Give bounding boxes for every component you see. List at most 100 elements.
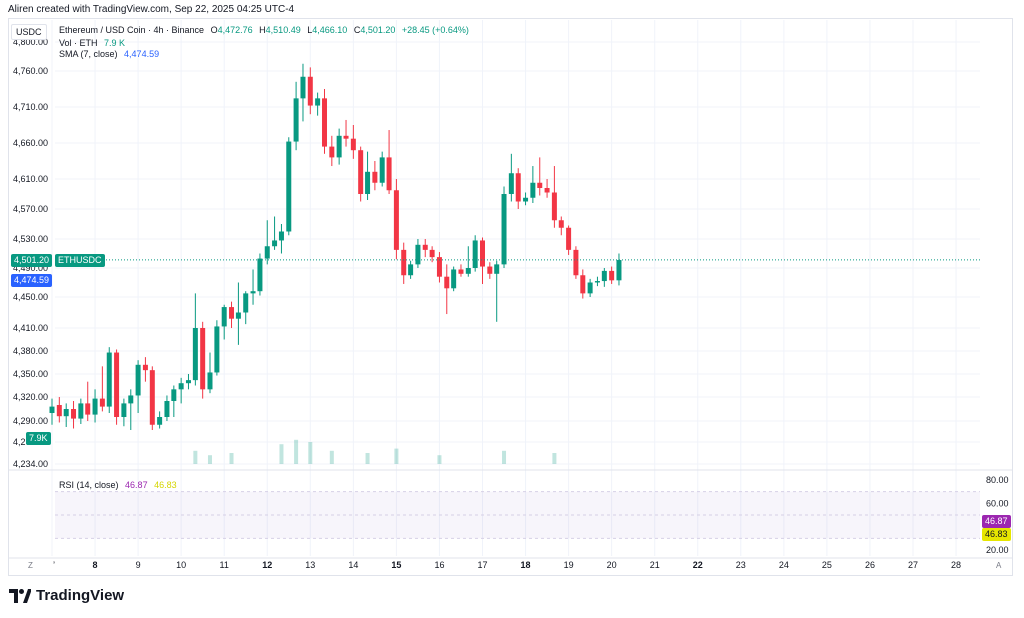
price-tick-label: 4,530.00 xyxy=(13,234,48,244)
legend-sma-row: SMA (7, close) 4,474.59 xyxy=(59,49,159,59)
tradingview-brand[interactable]: TradingView xyxy=(9,587,124,604)
symbol-tag: ETHUSDC xyxy=(55,254,105,267)
candle-down xyxy=(487,266,493,274)
volume-bar xyxy=(229,453,234,464)
price-tick-label: 4,800.00 xyxy=(13,37,48,47)
candle-down xyxy=(99,398,105,407)
candle-down xyxy=(515,173,521,202)
price-axis: 4,800.00 4,760.00 4,710.00 4,660.00 4,610.00… xyxy=(13,37,48,469)
time-tick-label: 20 xyxy=(607,560,617,570)
rsi-label[interactable]: RSI (14, close) xyxy=(59,480,119,490)
candles xyxy=(49,63,622,430)
candle-up xyxy=(501,194,507,265)
candle-down xyxy=(56,405,62,417)
rsi-tick-label: 80.00 xyxy=(986,475,1009,485)
candle-down xyxy=(458,269,464,274)
legend-rsi-row: RSI (14, close) 46.87 46.83 xyxy=(59,480,177,490)
candle-down xyxy=(551,192,557,221)
candle-up xyxy=(465,268,471,274)
candle-down xyxy=(558,220,564,228)
time-tick-label: 22 xyxy=(693,560,703,570)
candle-up xyxy=(587,282,593,294)
candle-up xyxy=(128,395,134,404)
candle-up xyxy=(178,383,184,390)
candle-up xyxy=(235,312,241,319)
price-tick-label: 4,234.00 xyxy=(13,459,48,469)
time-tick-label: 10 xyxy=(176,560,186,570)
zoom-button[interactable]: Z xyxy=(28,561,33,570)
price-tick-label: 4,610.00 xyxy=(13,174,48,184)
time-tick-label: 8 xyxy=(93,560,98,570)
candle-down xyxy=(149,370,155,425)
time-tick-label: 23 xyxy=(736,560,746,570)
candle-up xyxy=(408,264,414,276)
candle-down xyxy=(444,276,450,289)
sma-label[interactable]: SMA (7, close) xyxy=(59,49,118,59)
volume-bar xyxy=(365,453,370,464)
candle-down xyxy=(544,188,550,193)
rsi-ma-tag: 46.83 xyxy=(982,528,1011,541)
candle-up xyxy=(78,403,84,419)
candle-up xyxy=(272,240,278,247)
price-tick-label: 4,350.00 xyxy=(13,369,48,379)
low-key: L xyxy=(307,25,313,35)
volume-bar xyxy=(552,453,557,464)
candle-up xyxy=(508,173,514,194)
time-tick-label: 21 xyxy=(650,560,660,570)
candle-up xyxy=(92,398,98,415)
candle-down xyxy=(372,171,378,183)
time-tick-label: 26 xyxy=(865,560,875,570)
sma-price-tag: 4,474.59 xyxy=(11,274,53,287)
time-tick-label: 19 xyxy=(564,560,574,570)
time-tick-label: 12 xyxy=(262,560,272,570)
sma-value: 4,474.59 xyxy=(124,49,160,59)
volume-value: 7.9 K xyxy=(104,38,126,48)
volume-bar xyxy=(294,439,299,464)
symbol-name[interactable]: Ethereum / USD Coin · 4h · Binance xyxy=(59,25,205,35)
open-value: 4,472.76 xyxy=(217,25,253,35)
price-tick-label: 4,570.00 xyxy=(13,204,48,214)
time-tick-label: 24 xyxy=(779,560,789,570)
rsi-axis: 80.00 60.00 20.00 xyxy=(986,475,1009,555)
high-value: 4,510.49 xyxy=(265,25,301,35)
candle-down xyxy=(573,249,579,276)
currency-button[interactable]: USDC xyxy=(11,24,47,40)
price-tick-label: 4,290.00 xyxy=(13,416,48,426)
candle-up xyxy=(336,135,342,158)
time-tick-label: 18 xyxy=(521,560,531,570)
candle-down xyxy=(609,270,615,281)
candle-up xyxy=(365,171,371,194)
auto-scale-button[interactable]: A xyxy=(996,561,1002,570)
volume-bar xyxy=(394,448,399,464)
volume-label[interactable]: Vol · ETH xyxy=(59,38,98,48)
time-tick-label: 17 xyxy=(477,560,487,570)
volume-bar xyxy=(308,442,313,464)
volume-bar xyxy=(437,455,442,464)
candle-down xyxy=(580,275,586,294)
price-tick-label: 4,660.00 xyxy=(13,138,48,148)
volume-tag: 7.9K xyxy=(26,432,51,445)
legend-symbol-row: Ethereum / USD Coin · 4h · Binance O4,47… xyxy=(59,25,469,35)
candle-up xyxy=(243,293,249,313)
candle-down xyxy=(350,138,356,151)
candle-up xyxy=(451,269,457,289)
candle-down xyxy=(307,76,313,106)
time-tick-label: 25 xyxy=(822,560,832,570)
candle-down xyxy=(422,244,428,250)
candle-up xyxy=(171,389,177,401)
candle-up xyxy=(472,240,478,268)
volume-bar xyxy=(279,444,284,464)
candle-up xyxy=(135,364,141,396)
rsi-tick-label: 60.00 xyxy=(986,498,1009,508)
candle-up xyxy=(164,401,170,417)
brand-name: TradingView xyxy=(36,587,125,604)
candle-up xyxy=(264,246,270,259)
rsi-panel xyxy=(55,491,980,539)
candle-down xyxy=(343,135,349,139)
candle-up xyxy=(192,328,198,381)
price-tick-label: 4,450.00 xyxy=(13,292,48,302)
candle-down xyxy=(537,182,543,188)
candle-up xyxy=(207,372,213,390)
candle-down xyxy=(358,150,364,194)
